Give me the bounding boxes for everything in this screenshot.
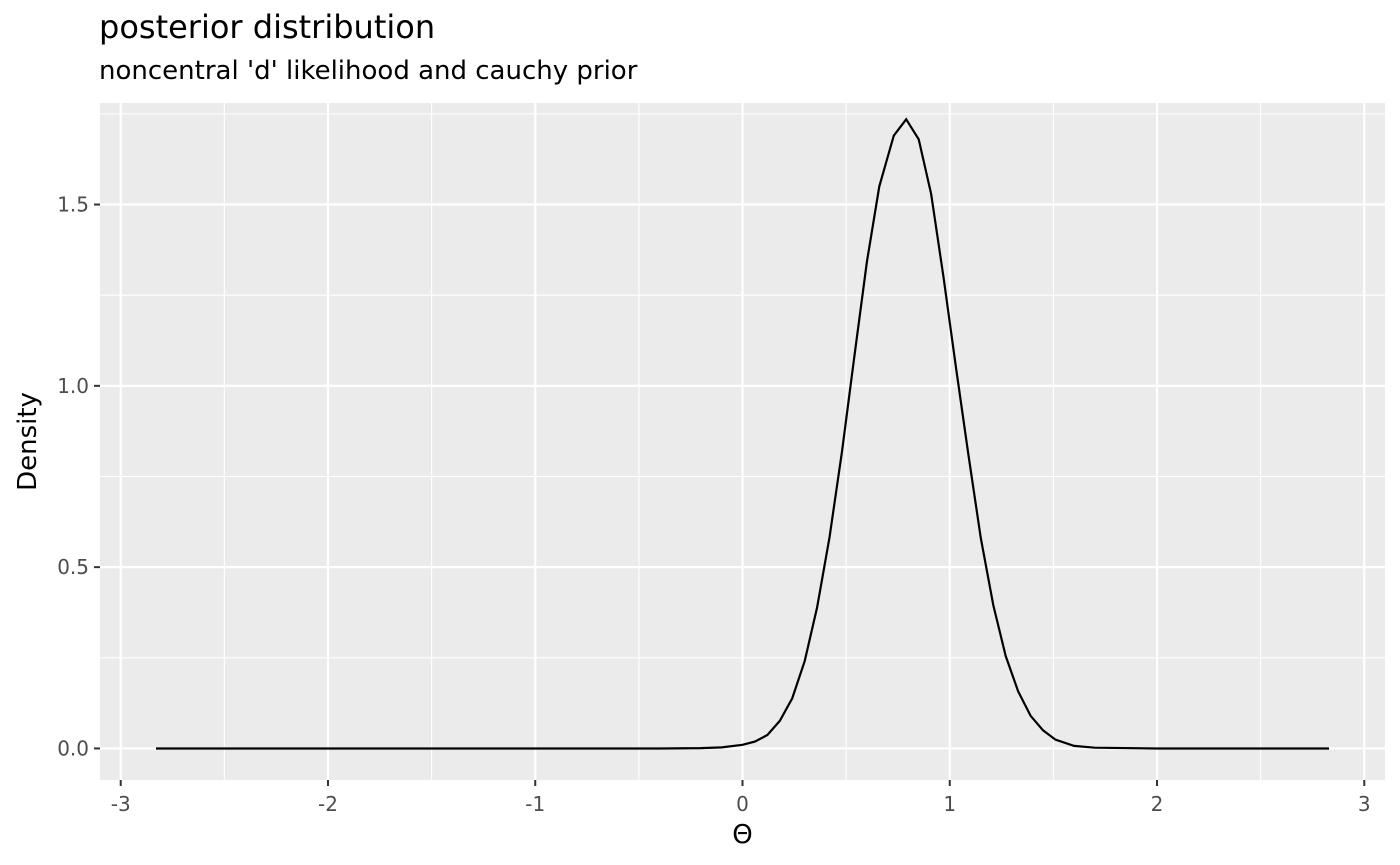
x-axis: -3 -2 -1 0 1 2 3 — [111, 780, 1371, 816]
y-axis-title: Density — [13, 392, 43, 491]
x-tick-label: 2 — [1151, 792, 1164, 816]
x-axis-title: Θ — [732, 820, 752, 850]
y-tick-label: 1.0 — [57, 374, 89, 398]
chart-subtitle: noncentral 'd' likelihood and cauchy pri… — [99, 56, 638, 86]
x-tick-label: 0 — [736, 792, 749, 816]
x-tick-label: -3 — [111, 792, 131, 816]
x-tick-label: 1 — [943, 792, 956, 816]
y-tick-label: 0.5 — [57, 555, 89, 579]
y-tick-label: 0.0 — [57, 736, 89, 760]
y-axis: 0.0 0.5 1.0 1.5 — [57, 193, 100, 760]
x-tick-label: -1 — [525, 792, 545, 816]
x-tick-label: 3 — [1358, 792, 1371, 816]
density-curve — [156, 117, 1329, 750]
chart-title: posterior distribution — [99, 8, 436, 46]
y-tick-label: 1.5 — [57, 193, 89, 217]
x-tick-label: -2 — [318, 792, 338, 816]
